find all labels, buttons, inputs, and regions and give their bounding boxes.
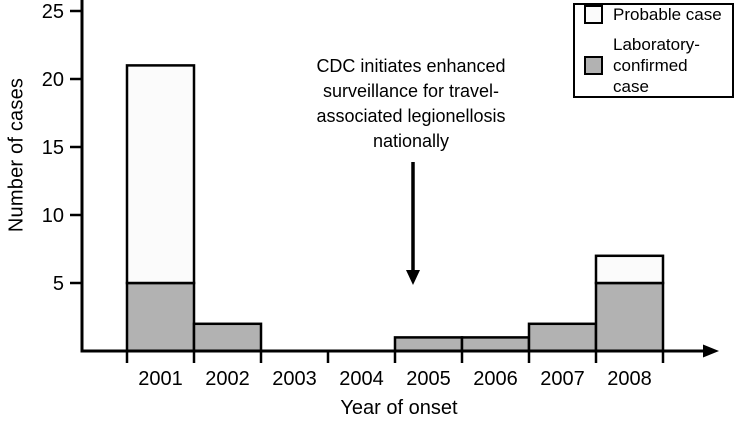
bar-2005-confirmed: [393, 336, 464, 353]
x-tick-label-2001: 2001: [138, 368, 183, 390]
y-axis-title: Number of cases: [5, 77, 28, 233]
bar-2001-probable: [125, 64, 196, 285]
y-tick-label-25: 25: [42, 1, 64, 23]
legend-label-confirmed: Laboratory-confirmed case: [613, 35, 700, 96]
bar-2006-confirmed: [460, 336, 531, 353]
x-tick-label-2008: 2008: [607, 368, 652, 390]
bar-2008-probable: [594, 254, 665, 285]
legend: Probable case Laboratory-confirmed case: [573, 3, 734, 98]
y-tick-label-5: 5: [53, 273, 64, 295]
legend-item-probable: Probable case: [584, 4, 726, 25]
bar-2001-confirmed: [125, 281, 196, 353]
annotation-text: CDC initiates enhanced surveillance for …: [316, 56, 506, 151]
x-tick-label-2005: 2005: [406, 368, 451, 390]
x-tick-label-2007: 2007: [540, 368, 585, 390]
legend-swatch-confirmed: [584, 56, 603, 75]
x-axis-title: Year of onset: [340, 397, 458, 419]
y-tick-label-10: 10: [42, 205, 64, 227]
x-tick-label-2003: 2003: [272, 368, 317, 390]
x-tick-label-2006: 2006: [473, 368, 518, 390]
x-tick-label-2002: 2002: [205, 368, 250, 390]
y-tick-label-20: 20: [42, 69, 64, 91]
bar-2002-confirmed: [192, 322, 263, 353]
bar-2007-confirmed: [527, 322, 598, 353]
bar-2008-confirmed: [594, 281, 665, 353]
x-tick-label-2004: 2004: [339, 368, 384, 390]
legend-label-probable: Probable case: [613, 5, 722, 24]
legend-swatch-probable: [584, 5, 603, 24]
legend-item-confirmed: Laboratory-confirmed case: [584, 34, 726, 97]
x-axis-arrowhead-icon: [703, 344, 719, 358]
y-tick-label-15: 15: [42, 137, 64, 159]
annotation-arrowhead-icon: [406, 270, 420, 285]
